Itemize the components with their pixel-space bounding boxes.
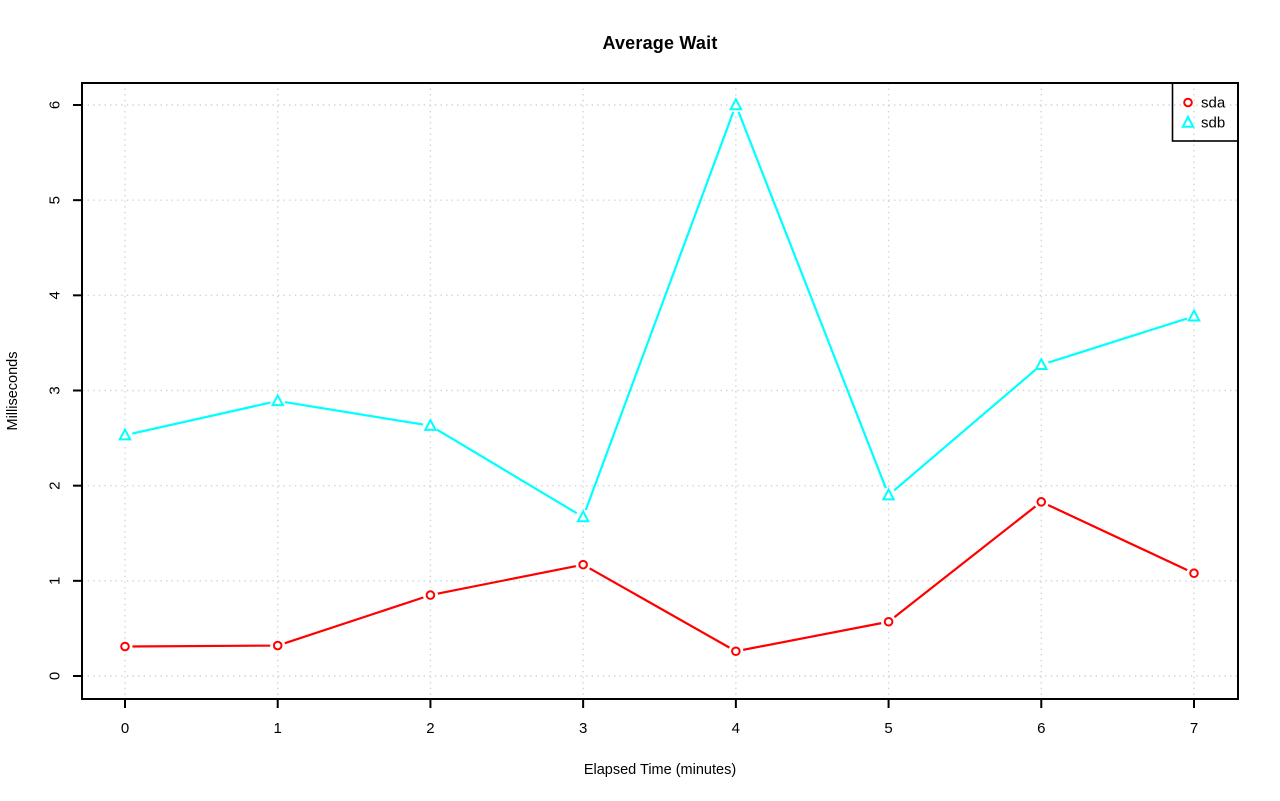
sdb-marker [118, 427, 132, 441]
sda-marker-halo [1186, 565, 1202, 581]
sdb-marker [728, 97, 743, 111]
sda-marker-halo [575, 557, 591, 573]
x-tick-label: 1 [274, 720, 282, 737]
sda-marker [272, 640, 283, 651]
sda-line [124, 500, 1195, 653]
sda-marker [120, 641, 130, 652]
sdb-marker [576, 509, 591, 523]
sdb-marker [1187, 308, 1201, 322]
sdb-marker [270, 393, 285, 407]
sda-marker [731, 646, 741, 657]
sda-marker [1036, 497, 1047, 507]
x-tick-label: 4 [732, 720, 740, 737]
x-tick-label: 5 [884, 720, 892, 737]
x-tick-label: 7 [1190, 720, 1198, 737]
sda-marker-halo [881, 614, 897, 630]
sdb-marker [881, 487, 896, 501]
y-tick-label: 5 [47, 196, 64, 204]
sda-marker-halo [728, 643, 744, 659]
y-tick-label: 2 [47, 481, 64, 489]
sda-marker-halo [117, 638, 133, 654]
legend-label-sda: sda [1201, 95, 1226, 112]
x-tick-label: 0 [121, 720, 129, 737]
sdb-line [124, 103, 1195, 519]
sda-marker [883, 616, 894, 627]
chart-title: Average Wait [602, 33, 718, 53]
x-tick-label: 2 [426, 720, 434, 737]
y-tick-label: 0 [47, 672, 64, 680]
legend-marker-sda [1183, 97, 1193, 108]
x-axis-title: Elapsed Time (minutes) [583, 762, 737, 778]
sda-marker [425, 590, 436, 600]
legend-box [1171, 82, 1239, 142]
sda-marker-halo [422, 587, 438, 603]
y-tick-label: 1 [47, 577, 64, 585]
y-tick-label: 6 [47, 101, 64, 109]
sdb-marker [423, 417, 438, 431]
x-tick-label: 6 [1037, 720, 1045, 737]
sda-marker-halo [270, 638, 286, 654]
sda-marker [1189, 568, 1199, 579]
legend-marker-sdb [1181, 114, 1195, 128]
sda-marker-halo [1033, 494, 1049, 510]
legend-label-sdb: sdb [1201, 115, 1225, 132]
sdb-marker [1034, 357, 1049, 371]
x-tick-label: 3 [579, 720, 587, 737]
sda-marker [578, 559, 588, 570]
y-tick-label: 3 [47, 386, 64, 394]
y-tick-label: 4 [47, 291, 64, 299]
plot-border [81, 82, 1239, 700]
